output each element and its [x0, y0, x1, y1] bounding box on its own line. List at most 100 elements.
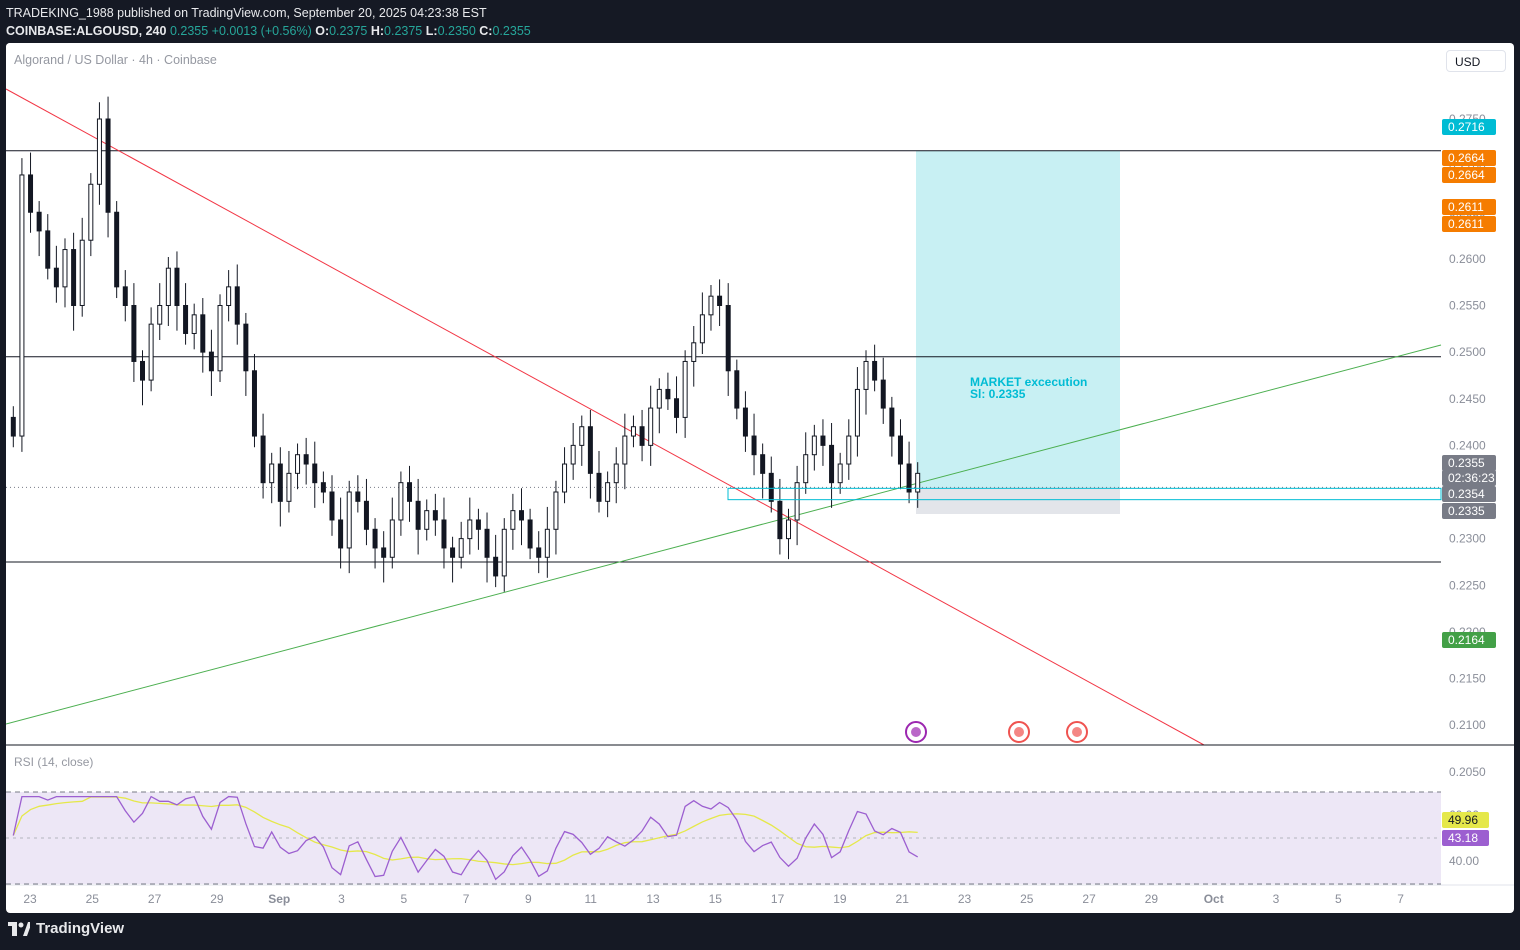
candle-body [777, 500, 783, 540]
candle-body [837, 463, 843, 484]
price-tick-label: 0.2500 [1449, 345, 1486, 359]
candle-body [450, 547, 456, 558]
candle-body [140, 360, 146, 381]
price-tag-bg [1442, 503, 1496, 519]
event-dot-1 [1014, 727, 1024, 737]
candle-body [760, 454, 766, 474]
price-tag-label: 0.2354 [1448, 487, 1485, 501]
annotation-line-2: Sl: 0.2335 [970, 387, 1026, 401]
price-tag-bg [1442, 150, 1496, 166]
candle-body [441, 519, 447, 549]
candle-body [691, 342, 697, 362]
price-tag-label: 02:36:23 [1448, 471, 1495, 485]
close-value: 0.2355 [492, 24, 531, 38]
candle-body [897, 435, 903, 465]
candle-body [570, 444, 576, 465]
time-tick-label: 19 [833, 892, 847, 906]
price-tag-bg [1442, 216, 1496, 232]
time-tick-label: 17 [771, 892, 785, 906]
candle-body [88, 183, 94, 241]
candle-body [544, 528, 550, 558]
candle-body [587, 426, 593, 474]
chart-header: TRADEKING_1988 published on TradingView.… [6, 4, 531, 40]
time-tick-label: 11 [584, 892, 597, 906]
candle-body [346, 491, 352, 549]
time-tick-label: 5 [1335, 892, 1342, 906]
candle-body [518, 510, 524, 521]
candle-body [458, 538, 464, 558]
rsi-line [12, 795, 919, 881]
candle-body [295, 454, 301, 474]
time-tick-label: Oct [1204, 892, 1224, 906]
candle-body [338, 519, 344, 549]
brand-name: TradingView [36, 920, 125, 937]
rsi-ma-tag: 49.96 [1448, 813, 1478, 827]
time-tick-label: 21 [896, 892, 910, 906]
time-tick-label: 29 [1145, 892, 1159, 906]
candle-body [785, 519, 791, 540]
price-tag-label: 0.2611 [1448, 200, 1484, 214]
footer-brand: TradingView [8, 920, 124, 937]
time-tick-label: 23 [958, 892, 972, 906]
price-tag-bg [1442, 199, 1496, 215]
price-tag-label: 0.2664 [1448, 151, 1485, 165]
candle-body [803, 454, 809, 484]
time-tick-label: 9 [525, 892, 532, 906]
candle-body [10, 416, 16, 437]
candle-body [415, 500, 421, 530]
price-tag-label: 0.2716 [1448, 120, 1485, 134]
candle-body [708, 295, 714, 316]
candle-body [596, 472, 602, 502]
candle-body [648, 407, 654, 446]
close-label: C: [479, 24, 493, 38]
time-tick-label: 29 [210, 892, 224, 906]
candle-body [579, 426, 585, 446]
time-tick-label: 7 [463, 892, 470, 906]
rsi-label: RSI (14, close) [14, 755, 94, 769]
time-tick-label: 13 [646, 892, 660, 906]
candle-body [768, 472, 774, 502]
candle-body [794, 482, 800, 521]
candle-body [622, 435, 628, 465]
candle-body [286, 472, 292, 502]
open-label: O: [315, 24, 330, 38]
candle-body [510, 510, 516, 530]
candle-body [372, 528, 378, 549]
time-tick-label: 5 [400, 892, 407, 906]
price-tick-label: 0.2050 [1449, 765, 1486, 779]
candle-body [277, 463, 283, 502]
candle-body [407, 482, 413, 502]
candle-body [484, 528, 490, 558]
candle-body [889, 407, 895, 437]
change-value: +0.0013 (+0.56%) [211, 24, 312, 38]
rsi-ma-tag-bg [1442, 812, 1489, 828]
price-tag-label: 0.2611 [1448, 217, 1484, 231]
candle-body [613, 463, 619, 484]
price-tick-label: 0.2150 [1449, 672, 1486, 686]
currency-button[interactable]: USD [1446, 50, 1506, 72]
candle-body [381, 547, 387, 558]
price-tick-label: 0.2550 [1449, 299, 1486, 313]
rsi-tick-label: 40.00 [1449, 854, 1479, 868]
candle-body [639, 426, 645, 446]
publish-line: TRADEKING_1988 published on TradingView.… [6, 6, 487, 20]
candle-body [243, 323, 249, 372]
price-tag-bg [1442, 632, 1496, 648]
candle-body [226, 286, 232, 307]
candle-body [217, 305, 223, 372]
candle-body [234, 286, 240, 325]
time-tick-label: 3 [338, 892, 345, 906]
candle-body [742, 407, 748, 437]
candle-body [656, 388, 662, 409]
candle-body [605, 482, 611, 502]
price-tag-label: 0.2164 [1448, 633, 1485, 647]
high-label: H: [370, 24, 385, 38]
candle-body [114, 211, 120, 288]
candle-body [424, 510, 430, 530]
time-tick-label: 15 [709, 892, 723, 906]
symbol-title: COINBASE:ALGOUSD, 240 [6, 24, 167, 38]
candle-body [251, 370, 257, 437]
candle-body [157, 305, 163, 325]
